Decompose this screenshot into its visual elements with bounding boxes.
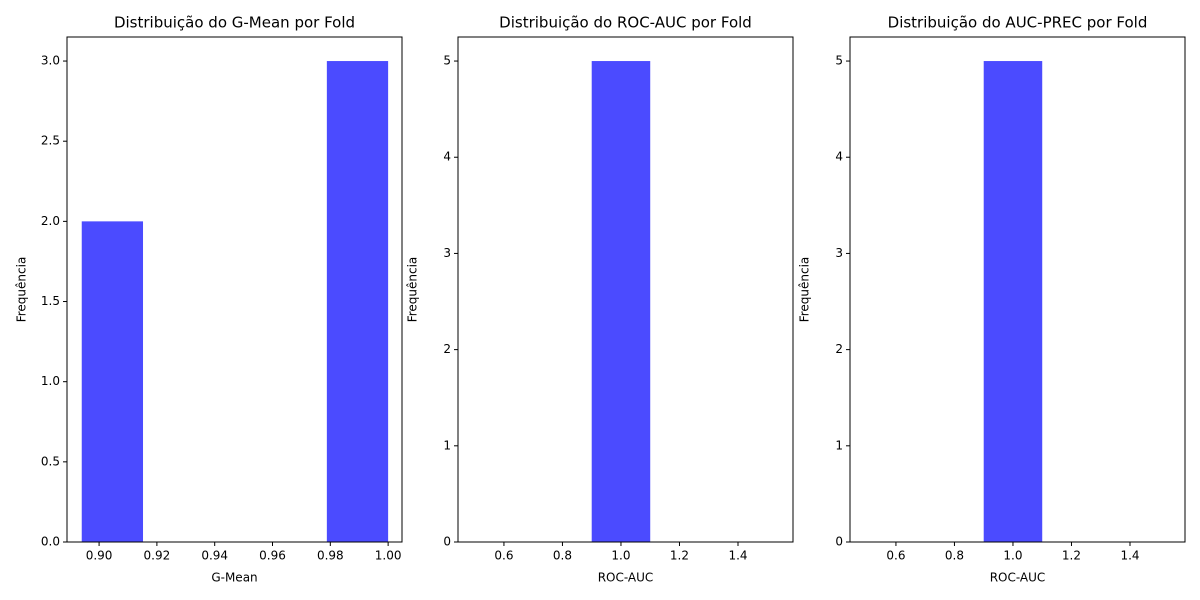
chart-title: Distribuição do G-Mean por Fold [114,14,355,32]
x-tick-label: 1.4 [728,549,747,563]
y-tick-label: 1 [443,438,451,452]
x-axis-label: G-Mean [211,571,257,585]
x-tick-label: 1.2 [1062,549,1081,563]
y-tick-label: 2.5 [41,134,60,148]
y-tick-label: 4 [835,150,843,164]
y-axis-label: Frequência [15,257,29,323]
x-tick-label: 0.6 [494,549,513,563]
x-tick-label: 1.0 [1003,549,1022,563]
y-tick-label: 0 [443,535,451,549]
y-tick-label: 2 [835,342,843,356]
y-tick-label: 5 [443,54,451,68]
axes-frame [66,36,403,543]
x-axis-label: ROC-AUC [598,571,654,585]
x-axis-label: ROC-AUC [990,571,1046,585]
x-tick-label: 0.96 [259,549,286,563]
y-tick-label: 0 [835,535,843,549]
y-tick-label: 1 [835,438,843,452]
x-tick-label: 0.92 [144,549,171,563]
x-tick-label: 1.2 [670,549,689,563]
x-tick-label: 0.6 [886,549,905,563]
y-tick-label: 2 [443,342,451,356]
bar [81,221,144,542]
y-tick-label: 4 [443,150,451,164]
x-tick-label: 0.98 [317,549,344,563]
y-axis-label: Frequência [406,257,420,323]
axes-frame [457,36,794,543]
x-tick-label: 0.8 [945,549,964,563]
x-tick-label: 0.94 [201,549,228,563]
chart-title: Distribuição do ROC-AUC por Fold [499,14,752,32]
x-tick-label: 1.0 [611,549,630,563]
bar [326,61,389,543]
axes-frame [849,36,1186,543]
bar [591,61,651,543]
y-tick-label: 2.0 [41,214,60,228]
y-tick-label: 0.0 [41,535,60,549]
y-tick-label: 0.5 [41,454,60,468]
y-tick-label: 3 [835,246,843,260]
chart-title: Distribuição do AUC-PREC por Fold [888,14,1148,32]
x-tick-label: 1.4 [1120,549,1139,563]
x-tick-label: 1.00 [375,549,402,563]
bar [983,61,1043,543]
x-tick-label: 0.8 [553,549,572,563]
y-tick-label: 3 [443,246,451,260]
y-axis-label: Frequência [798,257,812,323]
y-tick-label: 1.0 [41,374,60,388]
x-tick-label: 0.90 [86,549,113,563]
y-tick-label: 1.5 [41,294,60,308]
y-tick-label: 5 [835,54,843,68]
y-tick-label: 3.0 [41,54,60,68]
